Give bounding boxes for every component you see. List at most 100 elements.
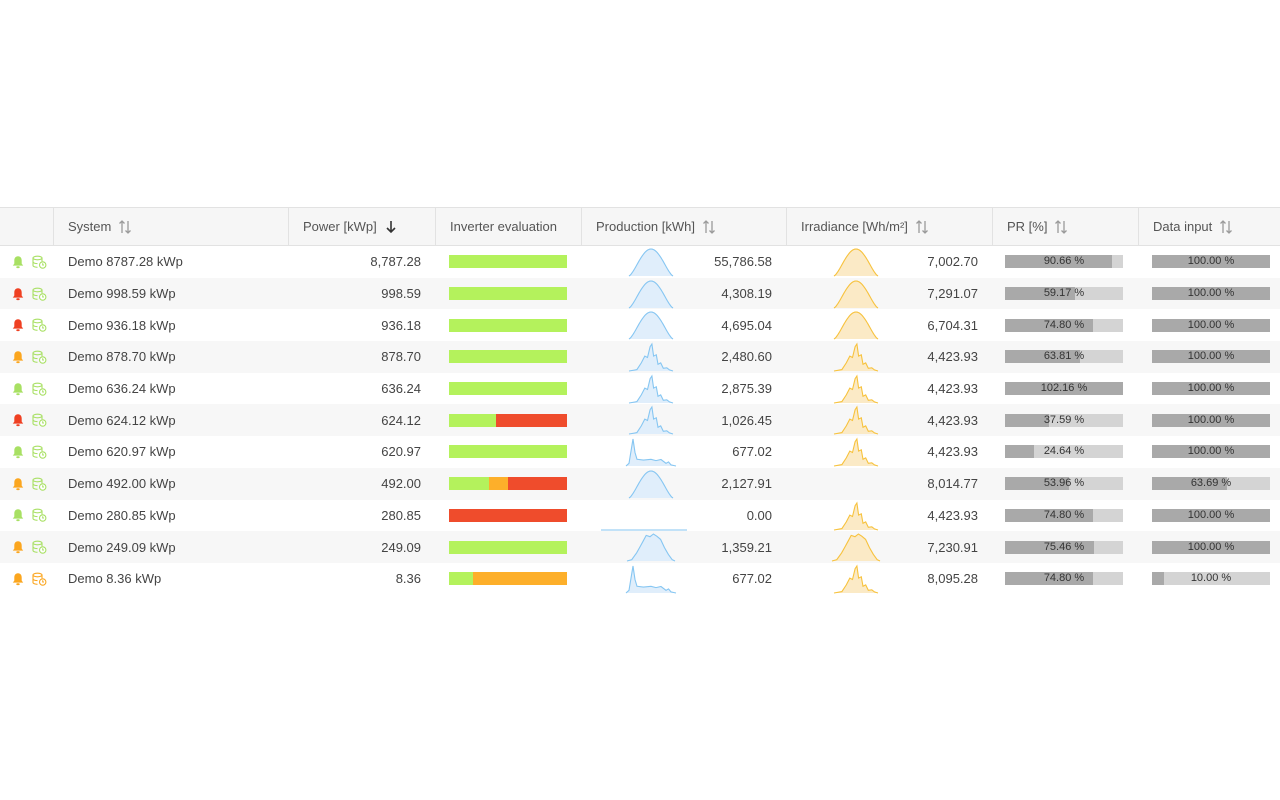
column-header-production[interactable]: Production [kWh] (581, 208, 786, 245)
pr-cell: 74.80 % (992, 309, 1138, 341)
inverter-segment-red (496, 413, 567, 427)
sort-icon[interactable] (702, 219, 716, 234)
bell-icon[interactable] (11, 382, 25, 396)
production-sparkline (628, 374, 674, 404)
column-header-power[interactable]: Power [kWp] (288, 208, 435, 245)
data-input-progress-fill (1152, 572, 1164, 586)
system-name[interactable]: Demo 8.36 kWp (53, 563, 288, 595)
status-icons-cell (0, 341, 53, 373)
data-input-cell: 100.00 % (1138, 309, 1280, 341)
data-input-cell: 63.69 % (1138, 468, 1280, 500)
column-header-pr[interactable]: PR [%] (992, 208, 1138, 245)
table-row[interactable]: Demo 936.18 kWp 936.18 4,695.04 6,704.31 74.… (0, 309, 1280, 341)
table-row[interactable]: Demo 249.09 kWp 249.09 1,359.21 7,230.91 75.… (0, 531, 1280, 563)
table-row[interactable]: Demo 8.36 kWp 8.36 677.02 8,095.28 74.80 % 10… (0, 563, 1280, 595)
bell-icon[interactable] (11, 350, 25, 364)
production-text: 1,359.21 (721, 539, 772, 555)
system-name[interactable]: Demo 492.00 kWp (53, 468, 288, 500)
bell-icon[interactable] (11, 255, 25, 269)
pr-progress-fill (1005, 572, 1094, 586)
data-input-progress-fill (1152, 287, 1270, 301)
column-header-irradiance[interactable]: Irradiance [Wh/m²] (786, 208, 992, 245)
database-clock-icon[interactable] (32, 477, 47, 491)
inverter-segment-green (449, 350, 567, 364)
bell-icon[interactable] (11, 413, 25, 427)
system-name[interactable]: Demo 280.85 kWp (53, 500, 288, 532)
database-clock-icon[interactable] (32, 413, 47, 428)
system-name[interactable]: Demo 998.59 kWp (53, 278, 288, 310)
pr-progress-bar: 24.64 % (1005, 445, 1123, 459)
pr-progress-label: 59.17 % (1043, 287, 1085, 300)
data-input-progress-bar: 100.00 % (1152, 350, 1270, 364)
system-name[interactable]: Demo 620.97 kWp (53, 436, 288, 468)
bell-icon[interactable] (11, 287, 25, 301)
inverter-segment-green (449, 318, 567, 332)
data-input-progress-bar: 10.00 % (1152, 572, 1270, 586)
bell-icon[interactable] (11, 508, 25, 522)
system-name[interactable]: Demo 624.12 kWp (53, 404, 288, 436)
table-header: System Power [kWp] Inverter evaluation Prod… (0, 207, 1280, 246)
bell-icon[interactable] (11, 540, 25, 554)
system-name[interactable]: Demo 8787.28 kWp (53, 246, 288, 278)
inverter-segment-green (449, 287, 567, 301)
data-input-progress-label: 100.00 % (1187, 445, 1235, 458)
data-input-progress-bar: 100.00 % (1152, 382, 1270, 396)
database-clock-icon[interactable] (32, 255, 47, 269)
database-clock-icon[interactable] (32, 445, 47, 459)
database-clock-icon[interactable] (32, 572, 47, 586)
irradiance-text: 8,095.28 (927, 571, 978, 587)
column-header-data-input[interactable]: Data input (1138, 208, 1280, 245)
sort-icon[interactable] (1054, 219, 1068, 234)
table-row[interactable]: Demo 492.00 kWp 492.00 2,127.91 8,014.77 53.… (0, 467, 1280, 500)
bell-icon[interactable] (11, 477, 25, 491)
data-input-progress-label: 100.00 % (1187, 287, 1235, 300)
database-clock-icon[interactable] (32, 350, 47, 364)
bell-icon[interactable] (11, 318, 25, 332)
data-input-progress-bar: 100.00 % (1152, 255, 1270, 269)
power-text: 620.97 (381, 444, 421, 460)
bell-icon[interactable] (11, 445, 25, 459)
database-clock-icon[interactable] (32, 287, 47, 301)
power-value: 624.12 (288, 404, 435, 436)
sort-icon[interactable] (915, 219, 929, 234)
database-clock-icon[interactable] (32, 318, 47, 332)
data-input-cell: 100.00 % (1138, 531, 1280, 563)
column-header-system[interactable]: System (53, 208, 288, 245)
bell-icon[interactable] (11, 572, 25, 586)
pr-progress-label: 102.16 % (1040, 382, 1088, 395)
sort-icon[interactable] (1219, 219, 1233, 234)
production-text: 0.00 (746, 507, 772, 523)
inverter-evaluation-bar (449, 413, 567, 427)
irradiance-text: 8,014.77 (927, 476, 978, 492)
table-row[interactable]: Demo 998.59 kWp 998.59 4,308.19 7,291.07 59.… (0, 277, 1280, 310)
table-row[interactable]: Demo 878.70 kWp 878.70 2,480.60 4,423.93 63.… (0, 341, 1280, 373)
sort-desc-icon[interactable] (384, 220, 398, 234)
system-name[interactable]: Demo 636.24 kWp (53, 373, 288, 405)
database-clock-icon[interactable] (32, 508, 47, 523)
irradiance-text: 4,423.93 (927, 412, 978, 428)
system-name[interactable]: Demo 878.70 kWp (53, 341, 288, 373)
table-row[interactable]: Demo 636.24 kWp 636.24 2,875.39 4,423.93 102… (0, 373, 1280, 405)
system-name[interactable]: Demo 936.18 kWp (53, 309, 288, 341)
table-row[interactable]: Demo 8787.28 kWp 8,787.28 55,786.58 7,002.7… (0, 246, 1280, 278)
pr-progress-label: 74.80 % (1043, 318, 1085, 331)
power-value: 8.36 (288, 563, 435, 595)
system-name-text: Demo 620.97 kWp (68, 444, 176, 460)
status-icons-cell (0, 563, 53, 595)
table-row[interactable]: Demo 624.12 kWp 624.12 1,026.45 4,423.93 37.… (0, 404, 1280, 437)
data-input-progress-bar: 100.00 % (1152, 445, 1270, 459)
irradiance-cell: 8,095.28 (786, 563, 992, 595)
pr-progress-fill (1005, 318, 1094, 332)
database-clock-icon[interactable] (32, 540, 47, 554)
table-row[interactable]: Demo 620.97 kWp 620.97 677.02 4,423.93 24.64… (0, 436, 1280, 468)
pr-progress-bar: 53.96 % (1005, 477, 1123, 491)
sort-icon[interactable] (118, 219, 132, 234)
pr-cell: 24.64 % (992, 436, 1138, 468)
column-header-label: Production [kWh] (596, 219, 695, 234)
table-row[interactable]: Demo 280.85 kWp 280.85 0.00 4,423.93 74.80 %… (0, 500, 1280, 532)
production-cell: 4,308.19 (581, 278, 786, 310)
inverter-evaluation-bar (449, 508, 567, 522)
data-input-progress-label: 100.00 % (1187, 413, 1235, 426)
system-name[interactable]: Demo 249.09 kWp (53, 531, 288, 563)
database-clock-icon[interactable] (32, 382, 47, 396)
